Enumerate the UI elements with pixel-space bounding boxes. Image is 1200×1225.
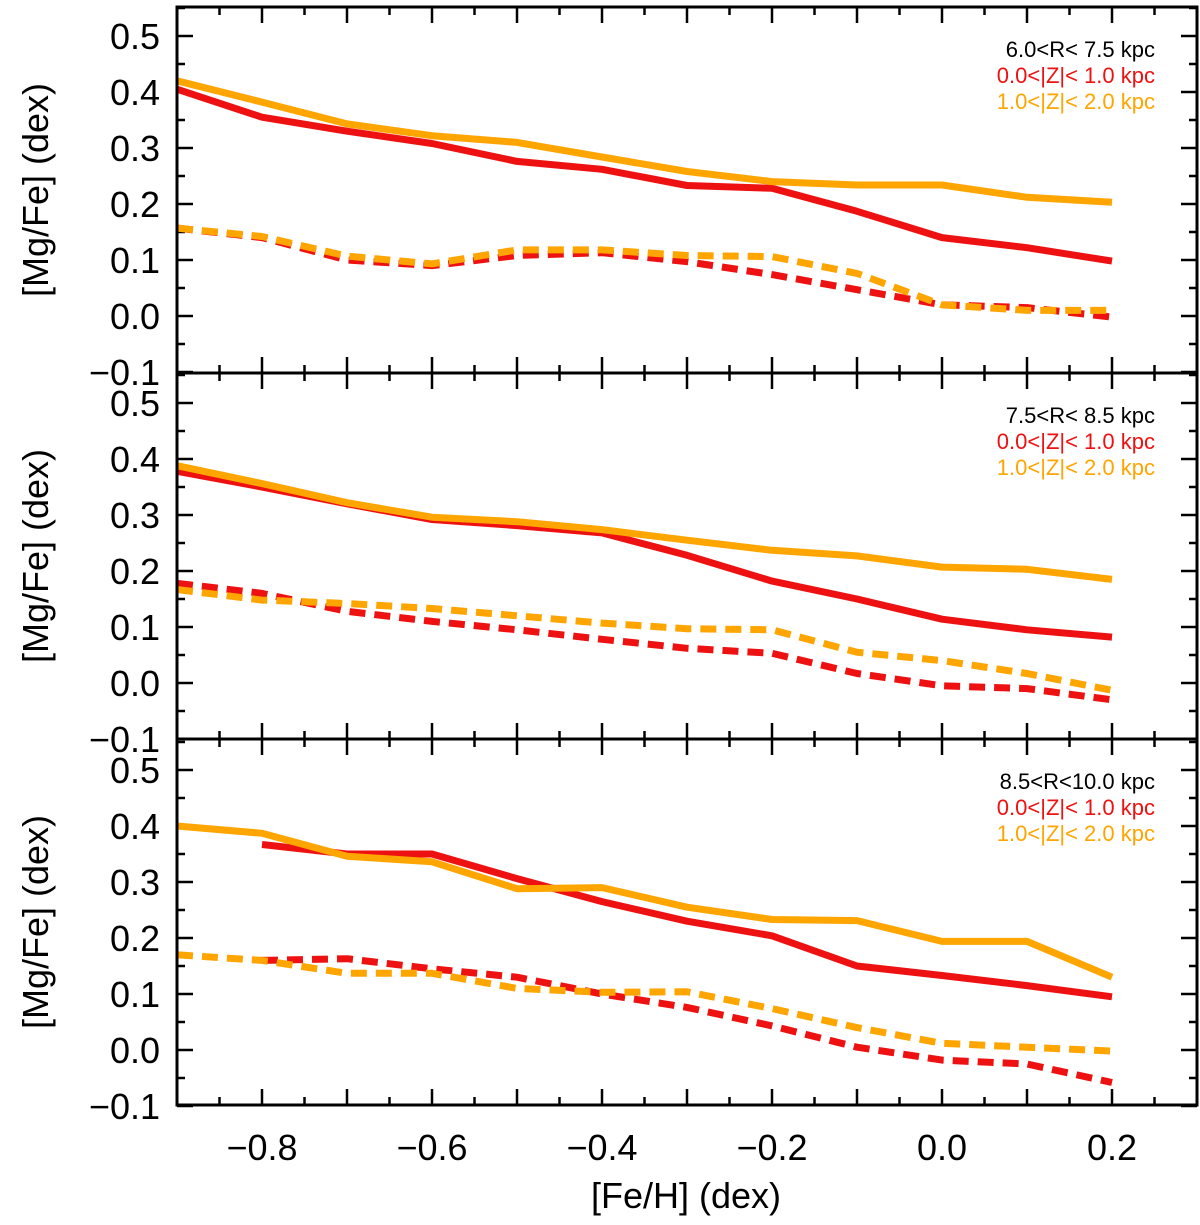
y-tick-label: 0.1	[110, 607, 160, 648]
y-tick-label: −0.1	[89, 1086, 160, 1127]
x-tick-label: 0.2	[1087, 1127, 1137, 1168]
series-line-solid-outer-z	[176, 462, 1113, 583]
legend-entry-outer-z: 1.0<|Z|< 2.0 kpc	[997, 89, 1155, 114]
panel-1: −0.1 0.0 0.1 0.2 0.3 0.4 0.5 [Mg/Fe] (dex) 6.0<R…	[15, 5, 1199, 393]
x-tick-label: −0.4	[566, 1127, 637, 1168]
x-tick-label: −0.8	[226, 1127, 297, 1168]
series-line-dashed-outer-z	[176, 224, 1112, 314]
y-axis-label: [Mg/Fe] (dex)	[15, 83, 56, 297]
y-tick-label: 0.5	[110, 750, 160, 791]
panel-3: −0.1 0.0 0.1 0.2 0.3 0.4 0.5 [Mg/Fe] (dex) 8.5<R…	[15, 737, 1199, 1127]
y-tick-label: 0.0	[110, 663, 160, 704]
series-line-dashed-inner-z	[261, 955, 1113, 1086]
y-tick-label: −0.1	[89, 719, 160, 760]
series-line-dashed-inner-z	[176, 579, 1113, 704]
y-axis-label: [Mg/Fe] (dex)	[15, 815, 56, 1029]
y-tick-label: 0.3	[110, 128, 160, 169]
legend-title: 8.5<R<10.0 kpc	[1000, 769, 1155, 794]
panel-frame	[175, 737, 1199, 1107]
series-line-solid-outer-z	[176, 822, 1114, 981]
y-axis-label: [Mg/Fe] (dex)	[15, 449, 56, 663]
y-tick-label: 0.4	[110, 806, 160, 847]
legend-entry-outer-z: 1.0<|Z|< 2.0 kpc	[997, 821, 1155, 846]
legend-entry-inner-z: 0.0<|Z|< 1.0 kpc	[997, 795, 1155, 820]
series-line-dashed-outer-z	[176, 586, 1113, 694]
y-tick-label: 0.0	[110, 296, 160, 337]
y-tick-label: −0.1	[89, 352, 160, 393]
y-tick-label: 0.4	[110, 439, 160, 480]
y-tick-label: 0.1	[110, 240, 160, 281]
y-tick-label: 0.2	[110, 184, 160, 225]
y-tick-label: 0.4	[110, 72, 160, 113]
legend-entry-inner-z: 0.0<|Z|< 1.0 kpc	[997, 63, 1155, 88]
legend-entry-inner-z: 0.0<|Z|< 1.0 kpc	[997, 429, 1155, 454]
series-line-solid-inner-z	[175, 85, 1113, 265]
y-tick-label: 0.5	[110, 383, 160, 424]
x-tick-label: 0.0	[917, 1127, 967, 1168]
legend-title: 6.0<R< 7.5 kpc	[1006, 37, 1155, 62]
x-tick-label: −0.2	[736, 1127, 807, 1168]
panel-2: −0.1 0.0 0.1 0.2 0.3 0.4 0.5 [Mg/Fe] (dex) 7.5<R…	[15, 371, 1199, 760]
y-tick-label: 0.3	[110, 495, 160, 536]
y-tick-label: 0.2	[110, 918, 160, 959]
series-line-solid-outer-z	[176, 77, 1113, 206]
series-line-dashed-outer-z	[176, 951, 1113, 1055]
y-tick-label: 0.2	[110, 551, 160, 592]
y-tick-label: 0.5	[110, 16, 160, 57]
legend-entry-outer-z: 1.0<|Z|< 2.0 kpc	[997, 455, 1155, 480]
y-tick-label: 0.3	[110, 862, 160, 903]
legend-title: 7.5<R< 8.5 kpc	[1006, 403, 1155, 428]
x-tick-label: −0.6	[396, 1127, 467, 1168]
series-line-solid-inner-z	[261, 841, 1113, 1001]
x-axis-label: [Fe/H] (dex)	[591, 1175, 781, 1216]
y-tick-label: 0.0	[110, 1030, 160, 1071]
y-tick-label: 0.1	[110, 974, 160, 1015]
